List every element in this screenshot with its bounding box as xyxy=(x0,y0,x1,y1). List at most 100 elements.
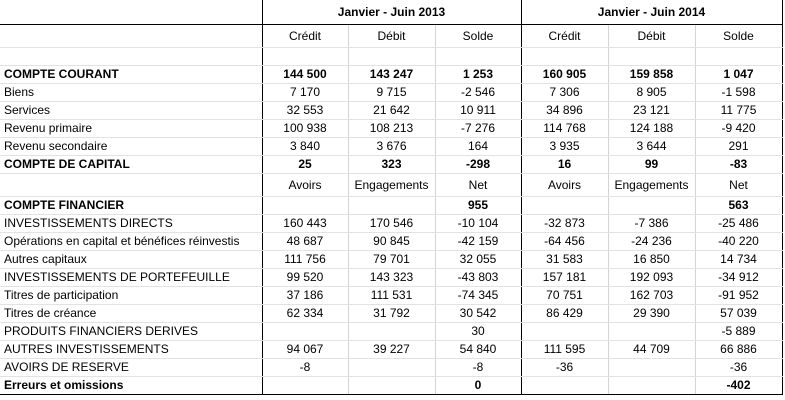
col-header[interactable]: Engagements xyxy=(608,173,696,197)
empty-cell[interactable] xyxy=(348,196,436,215)
empty-cell[interactable] xyxy=(608,196,696,215)
empty-cell[interactable] xyxy=(0,24,263,48)
value-cell[interactable]: 9 715 xyxy=(348,83,436,102)
value-cell[interactable]: 11 775 xyxy=(695,101,783,120)
empty-cell[interactable] xyxy=(0,173,263,197)
empty-cell[interactable] xyxy=(0,47,263,66)
value-cell[interactable]: -298 xyxy=(435,155,522,174)
value-cell[interactable]: -2 546 xyxy=(435,83,522,102)
value-cell[interactable]: -5 889 xyxy=(695,322,783,341)
col-header[interactable]: Net xyxy=(435,173,522,197)
value-cell[interactable] xyxy=(348,376,436,395)
value-cell[interactable]: -36 xyxy=(695,358,783,377)
value-cell[interactable]: 143 323 xyxy=(348,268,436,287)
value-cell[interactable]: 39 227 xyxy=(348,340,436,359)
row-label[interactable]: COMPTE FINANCIER xyxy=(0,196,263,215)
value-cell[interactable]: 0 xyxy=(435,376,522,395)
value-cell[interactable]: -1 598 xyxy=(695,83,783,102)
row-label[interactable]: AVOIRS DE RESERVE xyxy=(0,358,263,377)
col-header[interactable]: Avoirs xyxy=(262,173,349,197)
value-cell[interactable] xyxy=(521,376,609,395)
value-cell[interactable]: 48 687 xyxy=(262,232,349,251)
value-cell[interactable]: -74 345 xyxy=(435,286,522,305)
value-cell[interactable]: 30 xyxy=(435,322,522,341)
value-cell[interactable]: -9 420 xyxy=(695,119,783,138)
value-cell[interactable]: 7 170 xyxy=(262,83,349,102)
value-cell[interactable] xyxy=(608,322,696,341)
value-cell[interactable]: 3 840 xyxy=(262,137,349,156)
row-label[interactable]: Titres de créance xyxy=(0,304,263,323)
value-cell[interactable]: 143 247 xyxy=(348,65,436,84)
value-cell[interactable]: 21 642 xyxy=(348,101,436,120)
value-cell[interactable]: -24 236 xyxy=(608,232,696,251)
value-cell[interactable]: 111 595 xyxy=(521,340,609,359)
value-cell[interactable]: -10 104 xyxy=(435,214,522,233)
col-header[interactable]: Engagements xyxy=(348,173,436,197)
value-cell[interactable]: 99 xyxy=(608,155,696,174)
value-cell[interactable]: 563 xyxy=(695,196,783,215)
col-header[interactable]: Débit xyxy=(348,24,436,48)
value-cell[interactable]: 25 xyxy=(262,155,349,174)
value-cell[interactable]: 94 067 xyxy=(262,340,349,359)
value-cell[interactable]: 114 768 xyxy=(521,119,609,138)
value-cell[interactable]: 3 676 xyxy=(348,137,436,156)
value-cell[interactable]: 291 xyxy=(695,137,783,156)
value-cell[interactable]: 66 886 xyxy=(695,340,783,359)
value-cell[interactable]: 1 253 xyxy=(435,65,522,84)
empty-cell[interactable] xyxy=(262,47,349,66)
period-2014-header[interactable]: Janvier - Juin 2014 xyxy=(521,0,783,25)
empty-cell[interactable] xyxy=(695,47,783,66)
period-2013-header[interactable]: Janvier - Juin 2013 xyxy=(262,0,522,25)
value-cell[interactable]: 192 093 xyxy=(608,268,696,287)
row-label[interactable]: INVESTISSEMENTS DE PORTEFEUILLE xyxy=(0,268,263,287)
value-cell[interactable] xyxy=(348,322,436,341)
col-header[interactable]: Débit xyxy=(608,24,696,48)
row-label[interactable]: Titres de participation xyxy=(0,286,263,305)
value-cell[interactable]: 157 181 xyxy=(521,268,609,287)
empty-cell[interactable] xyxy=(348,47,436,66)
value-cell[interactable] xyxy=(348,358,436,377)
value-cell[interactable]: 30 542 xyxy=(435,304,522,323)
value-cell[interactable]: 10 911 xyxy=(435,101,522,120)
value-cell[interactable] xyxy=(262,322,349,341)
value-cell[interactable]: 144 500 xyxy=(262,65,349,84)
value-cell[interactable]: -7 276 xyxy=(435,119,522,138)
value-cell[interactable] xyxy=(608,358,696,377)
col-header[interactable]: Avoirs xyxy=(521,173,609,197)
row-label[interactable]: Autres capitaux xyxy=(0,250,263,269)
row-label[interactable]: Erreurs et omissions xyxy=(0,376,263,395)
value-cell[interactable]: -42 159 xyxy=(435,232,522,251)
value-cell[interactable]: 16 850 xyxy=(608,250,696,269)
value-cell[interactable]: -83 xyxy=(695,155,783,174)
value-cell[interactable]: -8 xyxy=(262,358,349,377)
empty-cell[interactable] xyxy=(521,196,609,215)
value-cell[interactable]: 3 644 xyxy=(608,137,696,156)
col-header[interactable]: Crédit xyxy=(262,24,349,48)
value-cell[interactable]: -40 220 xyxy=(695,232,783,251)
row-label[interactable]: COMPTE DE CAPITAL xyxy=(0,155,263,174)
value-cell[interactable]: 170 546 xyxy=(348,214,436,233)
value-cell[interactable]: 31 583 xyxy=(521,250,609,269)
empty-cell[interactable] xyxy=(435,47,522,66)
value-cell[interactable]: 1 047 xyxy=(695,65,783,84)
value-cell[interactable]: -8 xyxy=(435,358,522,377)
value-cell[interactable]: 44 709 xyxy=(608,340,696,359)
value-cell[interactable]: 32 553 xyxy=(262,101,349,120)
col-header[interactable]: Solde xyxy=(695,24,783,48)
value-cell[interactable]: -32 873 xyxy=(521,214,609,233)
value-cell[interactable]: 16 xyxy=(521,155,609,174)
value-cell[interactable]: 100 938 xyxy=(262,119,349,138)
value-cell[interactable]: -43 803 xyxy=(435,268,522,287)
value-cell[interactable]: 323 xyxy=(348,155,436,174)
row-label[interactable]: Biens xyxy=(0,83,263,102)
empty-cell[interactable] xyxy=(521,47,609,66)
value-cell[interactable]: -64 456 xyxy=(521,232,609,251)
empty-cell[interactable] xyxy=(608,47,696,66)
row-label[interactable]: Revenu secondaire xyxy=(0,137,263,156)
value-cell[interactable]: -91 952 xyxy=(695,286,783,305)
value-cell[interactable]: -36 xyxy=(521,358,609,377)
value-cell[interactable]: 160 905 xyxy=(521,65,609,84)
empty-cell[interactable] xyxy=(262,196,349,215)
value-cell[interactable]: 111 756 xyxy=(262,250,349,269)
value-cell[interactable]: 111 531 xyxy=(348,286,436,305)
